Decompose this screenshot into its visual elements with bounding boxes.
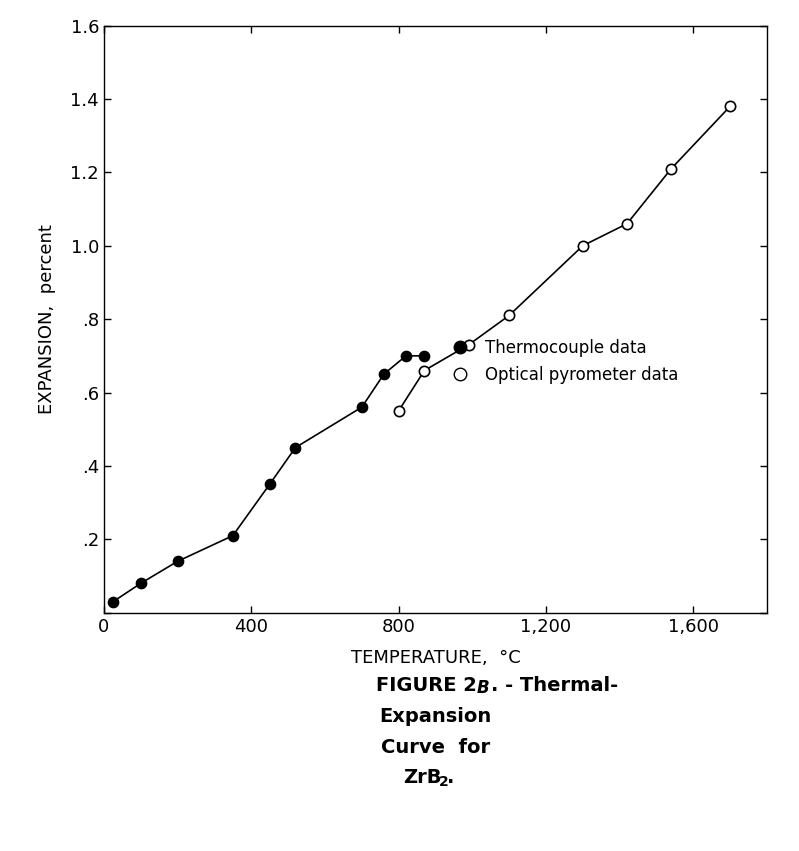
Text: B: B: [476, 678, 489, 697]
Point: [226, 528, 239, 542]
Point: [576, 239, 589, 253]
Point: [264, 477, 276, 491]
Text: Expansion: Expansion: [380, 707, 491, 726]
Point: [462, 338, 475, 351]
Point: [503, 309, 515, 323]
Text: ZrB: ZrB: [403, 768, 442, 787]
Point: [621, 217, 634, 231]
X-axis label: TEMPERATURE,  °C: TEMPERATURE, °C: [351, 649, 520, 667]
Point: [418, 363, 431, 377]
Legend: Thermocouple data, Optical pyrometer data: Thermocouple data, Optical pyrometer dat…: [443, 340, 679, 384]
Point: [724, 100, 737, 113]
Y-axis label: EXPANSION,  percent: EXPANSION, percent: [38, 224, 57, 414]
Point: [418, 349, 431, 363]
Text: Curve  for: Curve for: [381, 738, 490, 757]
Point: [171, 555, 184, 568]
Point: [134, 577, 147, 591]
Text: 2: 2: [439, 775, 448, 789]
Point: [665, 162, 678, 175]
Point: [400, 349, 412, 363]
Text: .: .: [447, 768, 455, 787]
Point: [107, 595, 120, 608]
Point: [392, 404, 405, 418]
Text: FIGURE 2: FIGURE 2: [376, 676, 476, 694]
Text: . - Thermal-: . - Thermal-: [491, 676, 618, 694]
Point: [289, 441, 302, 454]
Point: [356, 400, 368, 414]
Point: [377, 368, 390, 381]
